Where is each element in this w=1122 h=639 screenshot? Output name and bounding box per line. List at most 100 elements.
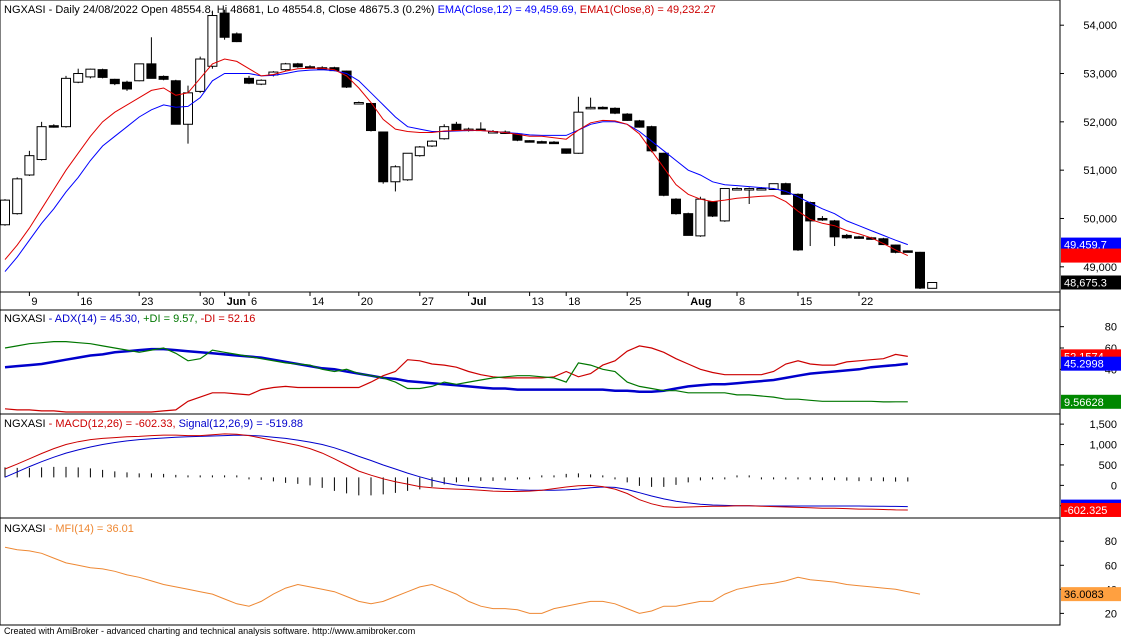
candle-body <box>48 125 59 128</box>
price-tick-label: 51,000 <box>1083 165 1117 177</box>
price-value-badge <box>1061 248 1121 263</box>
macd-line <box>4 433 908 511</box>
candle-body <box>158 75 169 80</box>
candle-body <box>97 69 108 78</box>
candle-body <box>256 79 267 85</box>
adx-value-label: 9.56628 <box>1064 397 1104 409</box>
x-tick-label: 23 <box>141 296 153 308</box>
candle-body <box>927 281 938 289</box>
footer-credit: Created with AmiBroker - advanced charti… <box>4 626 416 636</box>
x-tick-label: 20 <box>361 296 373 308</box>
price-title-symbol: NGXASI <box>4 4 46 16</box>
mfi-panel-frame <box>0 517 1061 626</box>
candle-body <box>427 140 437 147</box>
candle-body <box>561 148 572 154</box>
candle-body <box>134 63 145 82</box>
candle-body <box>183 92 193 125</box>
x-tick-label: 30 <box>202 296 214 308</box>
price-value-badge <box>1061 237 1121 252</box>
candle-body <box>170 80 181 125</box>
candle-body <box>36 126 47 161</box>
pdi-line <box>4 341 908 403</box>
macd-tick-label: 500 <box>1099 460 1117 472</box>
candle-body <box>915 251 925 289</box>
x-tick-label: 25 <box>629 296 641 308</box>
x-tick-label: 9 <box>31 296 37 308</box>
macd-title: NGXASI - MACD(12,26) = -602.33, Signal(1… <box>4 418 303 430</box>
mfi-line <box>4 546 921 614</box>
candle-body <box>610 107 620 114</box>
candle-body <box>366 102 376 132</box>
price-title-info: - Daily 24/08/2022 Open 48554.8, Hi 4868… <box>46 4 438 16</box>
candle-body <box>439 126 450 140</box>
macd-title-symbol: NGXASI <box>4 418 46 430</box>
ema8-line <box>4 58 909 260</box>
candle-body <box>353 102 364 105</box>
adx-value-badge <box>1061 394 1121 409</box>
x-tick-label: 18 <box>568 296 580 308</box>
candle-body <box>524 140 535 143</box>
candle-body <box>683 213 694 236</box>
adx-tick-label: 80 <box>1105 322 1117 334</box>
candle-body <box>207 15 218 67</box>
candle-body <box>756 188 767 191</box>
candle-body <box>817 217 828 221</box>
candle-body <box>744 188 755 191</box>
candle-body <box>292 63 303 68</box>
price-panel-frame <box>0 0 1061 293</box>
candle-body <box>854 236 864 239</box>
price-title-ema8: EMA1(Close,8) = 49,232.27 <box>577 4 716 16</box>
candle-body <box>841 234 852 239</box>
candle-body <box>0 199 10 226</box>
candle-body <box>231 33 242 43</box>
adx-title-adx: - ADX(14) = 45.30, <box>46 313 144 325</box>
candle-body <box>793 193 803 251</box>
candle-body <box>73 73 84 83</box>
x-tick-label: 6 <box>251 296 257 308</box>
candle-body <box>122 81 132 90</box>
price-value-label: 48,675.3 <box>1064 277 1107 289</box>
candle-body <box>805 202 816 222</box>
macd-tick-label: 1,000 <box>1089 440 1117 452</box>
candle-body <box>829 220 840 238</box>
adx-value-badge <box>1061 356 1121 371</box>
candle-body <box>585 106 596 110</box>
candle-body <box>780 183 791 195</box>
candle-body <box>109 78 120 85</box>
adx-title-pdi: +DI = 9.57, <box>143 313 200 325</box>
candle-body <box>634 120 645 128</box>
candle-body <box>219 12 230 38</box>
mfi-title: NGXASI - MFI(14) = 36.01 <box>4 523 134 535</box>
candle-body <box>890 244 901 253</box>
mfi-title-mfi: - MFI(14) = 36.01 <box>46 523 134 535</box>
adx-panel-frame <box>0 309 1061 415</box>
x-tick-label: 16 <box>80 296 92 308</box>
price-tick-label: 53,000 <box>1083 69 1117 81</box>
price-value-label: 49,232.3 <box>1064 251 1107 263</box>
x-tick-label: 27 <box>422 296 434 308</box>
macd-tick-label: 1,500 <box>1089 419 1117 431</box>
macd-tick-label: 0 <box>1111 480 1117 492</box>
candle-body <box>536 141 547 144</box>
candle-body <box>695 198 706 237</box>
price-panel: 54,00053,00052,00051,00050,00049,00049,4… <box>0 9 1121 290</box>
candle-body <box>451 123 462 132</box>
price-title-ema12: EMA(Close,12) = 49,459.69, <box>438 4 577 16</box>
macd-value-label: -602.325 <box>1064 505 1107 517</box>
price-tick-label: 50,000 <box>1083 213 1117 225</box>
candle-body <box>280 63 291 71</box>
candle-body <box>12 178 23 215</box>
candle-body <box>732 188 742 191</box>
adx-title-symbol: NGXASI <box>4 313 46 325</box>
candle-body <box>549 141 559 145</box>
candle-body <box>61 77 71 128</box>
candle-body <box>414 146 425 157</box>
macd-value-badge <box>1061 502 1121 517</box>
x-tick-label: 13 <box>532 296 544 308</box>
x-tick-label: Aug <box>690 296 711 308</box>
price-title: NGXASI - Daily 24/08/2022 Open 48554.8, … <box>4 4 716 16</box>
candle-body <box>768 183 779 190</box>
